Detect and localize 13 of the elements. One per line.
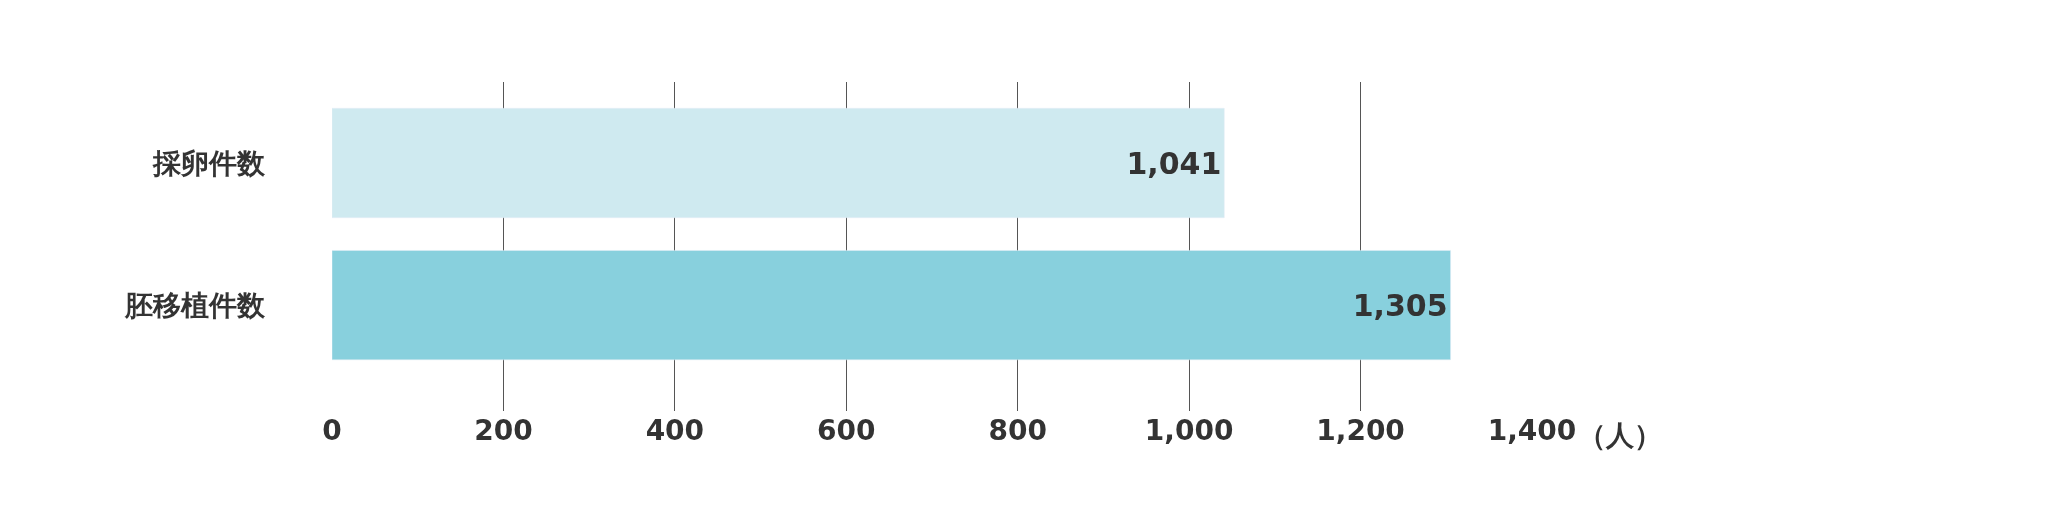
x-tick-label: 1,200 [1316, 414, 1405, 447]
data-label: 1,305 [1352, 287, 1448, 323]
x-tick-label: 600 [817, 414, 876, 447]
y-tick-label: 採卵件数 [152, 146, 267, 180]
x-tick-label: 1,400 [1487, 414, 1577, 447]
x-tick-label: 800 [988, 414, 1047, 447]
data-label: 1,041 [1126, 145, 1222, 181]
x-tick-label: 400 [645, 414, 705, 447]
x-tick-label: 0 [322, 414, 342, 447]
y-tick-label: 胚移植件数 [124, 288, 267, 322]
x-tick-label: 1,000 [1144, 414, 1234, 447]
x-tick-label: 200 [474, 414, 533, 447]
x-axis-title: （人） [1578, 419, 1662, 452]
